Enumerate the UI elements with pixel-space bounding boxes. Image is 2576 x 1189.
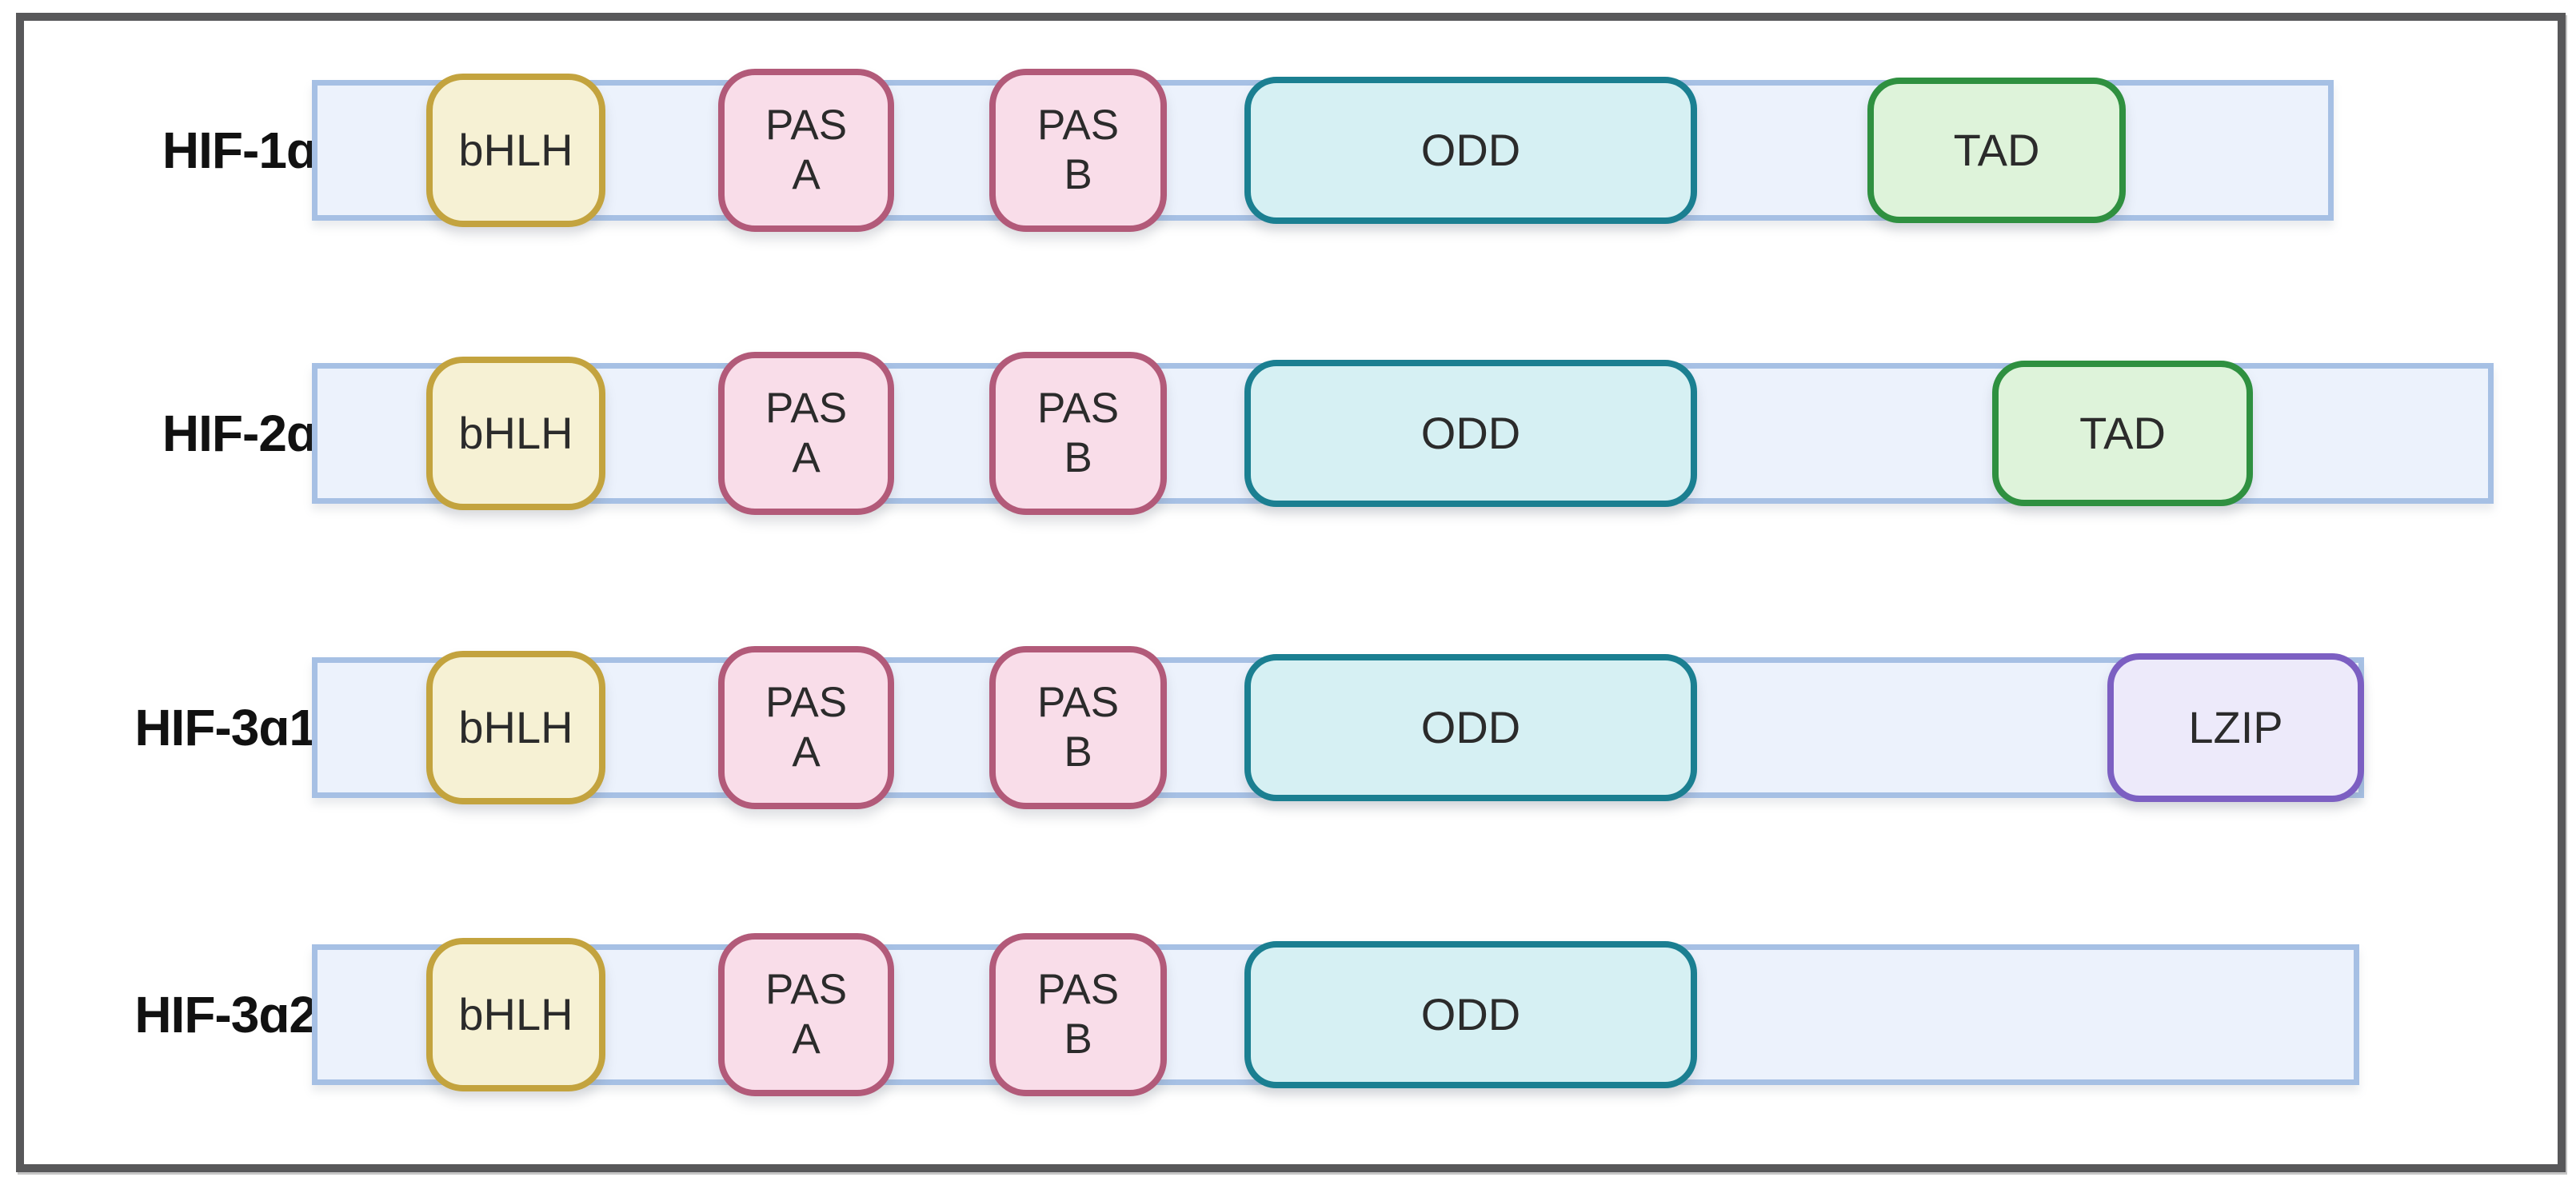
domain-label: ODD — [1420, 989, 1521, 1039]
protein-label: HIF-3ɑ2 — [134, 986, 318, 1043]
domain-label-line2: A — [792, 151, 821, 198]
domain-label-line1: PAS — [765, 679, 848, 726]
domain-box-pas-a: PAS A — [718, 646, 894, 809]
domain-label-line1: PAS — [1036, 385, 1120, 432]
protein-row-hif-3a2: HIF-3ɑ2 bHLH PAS A PAS B ODD — [24, 21, 2558, 1164]
domain-box-bhlh: bHLH — [426, 938, 605, 1091]
domain-box-pas-b: PAS B — [989, 352, 1167, 515]
domain-label-line1: PAS — [1036, 102, 1120, 149]
domain-label-line2: A — [792, 728, 821, 776]
domain-label: ODD — [1420, 408, 1521, 458]
domain-box-bhlh: bHLH — [426, 357, 605, 510]
domain-label-line1: PAS — [765, 966, 848, 1013]
domain-label: TAD — [1953, 125, 2040, 175]
domain-label-line1: PAS — [1036, 679, 1120, 726]
protein-label: HIF-3ɑ1 — [134, 699, 318, 756]
domain-box-odd: ODD — [1244, 360, 1697, 507]
domain-box-odd: ODD — [1244, 654, 1697, 801]
domain-box-pas-a: PAS A — [718, 69, 894, 232]
domain-label: ODD — [1420, 125, 1521, 175]
protein-label: HIF-2ɑ — [162, 405, 318, 462]
domain-label: bHLH — [458, 702, 573, 752]
domain-label: bHLH — [458, 408, 573, 458]
domain-label-line2: A — [792, 1015, 821, 1063]
domain-label-line1: PAS — [765, 385, 848, 432]
protein-label: HIF-1ɑ — [162, 122, 318, 179]
domain-label: bHLH — [458, 125, 573, 175]
domain-box-pas-b: PAS B — [989, 933, 1167, 1096]
domain-box-tad: TAD — [1867, 78, 2126, 223]
domain-label: bHLH — [458, 989, 573, 1039]
domain-box-pas-b: PAS B — [989, 646, 1167, 809]
protein-row-hif-1a: HIF-1ɑ bHLH PAS A PAS B ODD TAD — [24, 21, 2558, 1164]
domain-label-line2: B — [1064, 434, 1092, 481]
domain-label: TAD — [2079, 408, 2166, 458]
domain-label-line2: A — [792, 434, 821, 481]
domain-box-pas-b: PAS B — [989, 69, 1167, 232]
domain-box-pas-a: PAS A — [718, 933, 894, 1096]
protein-row-hif-3a1: HIF-3ɑ1 bHLH PAS A PAS B ODD LZIP — [24, 21, 2558, 1164]
domain-box-odd: ODD — [1244, 77, 1697, 224]
domain-label-line1: PAS — [1036, 966, 1120, 1013]
domain-label: LZIP — [2188, 702, 2283, 752]
domain-box-bhlh: bHLH — [426, 651, 605, 804]
domain-box-pas-a: PAS A — [718, 352, 894, 515]
protein-row-hif-2a: HIF-2ɑ bHLH PAS A PAS B ODD TAD — [24, 21, 2558, 1164]
domain-label: ODD — [1420, 702, 1521, 752]
domain-box-odd: ODD — [1244, 941, 1697, 1088]
domain-box-tad: TAD — [1992, 361, 2253, 506]
domain-label-line2: B — [1064, 1015, 1092, 1063]
domain-box-bhlh: bHLH — [426, 74, 605, 227]
domain-label-line2: B — [1064, 728, 1092, 776]
domain-box-lzip: LZIP — [2107, 653, 2364, 802]
domain-label-line1: PAS — [765, 102, 848, 149]
domain-label-line2: B — [1064, 151, 1092, 198]
figure-frame: HIF-1ɑ bHLH PAS A PAS B ODD TAD HIF-2ɑ — [16, 13, 2566, 1172]
